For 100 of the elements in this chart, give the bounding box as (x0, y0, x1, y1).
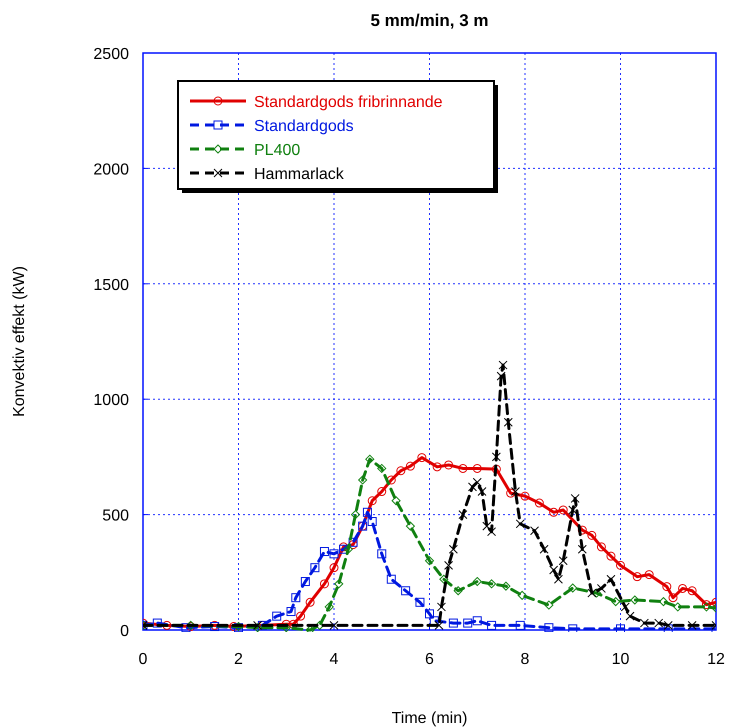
point (315, 620, 324, 630)
point (554, 574, 563, 584)
y-tick-label: 2500 (93, 46, 130, 63)
point (688, 620, 697, 630)
point (472, 478, 482, 487)
point (365, 454, 374, 464)
point (362, 508, 372, 517)
legend-label: PL400 (254, 142, 300, 159)
point (368, 496, 377, 506)
x-tick-label: 2 (234, 651, 244, 668)
point (436, 602, 446, 612)
point (330, 549, 338, 558)
point (152, 618, 162, 628)
point (291, 593, 300, 602)
point (498, 360, 508, 370)
point (181, 623, 190, 632)
point (458, 464, 468, 473)
point (662, 582, 672, 592)
x-tick-label: 12 (707, 651, 725, 668)
x-tick-label: 10 (612, 651, 630, 668)
x-tick-label: 4 (330, 651, 339, 668)
point (454, 586, 463, 596)
point (501, 582, 510, 591)
x-tick-label: 0 (138, 651, 148, 668)
point (534, 498, 544, 508)
point (487, 579, 496, 588)
point (558, 505, 568, 514)
point (592, 588, 602, 598)
point (578, 526, 587, 535)
point (587, 588, 596, 598)
point (300, 577, 310, 586)
point (472, 464, 482, 473)
point (587, 530, 596, 540)
point (549, 508, 558, 517)
point (668, 593, 678, 602)
point (434, 620, 444, 630)
y-tick-label: 1500 (93, 276, 130, 294)
point (506, 488, 516, 498)
x-tick-label: 6 (425, 651, 434, 668)
point (425, 609, 434, 618)
y-axis-title: Konvektiv effekt (kW) (11, 266, 28, 417)
point (673, 602, 682, 612)
point (702, 600, 711, 610)
point (425, 556, 434, 566)
point (568, 505, 578, 514)
y-tick-label: 1000 (93, 392, 130, 410)
point (330, 563, 338, 572)
point (306, 598, 315, 607)
legend-label: Standardgods fribrinnande (254, 94, 443, 111)
point (544, 600, 554, 610)
y-tick-label: 0 (120, 623, 130, 640)
point (472, 616, 482, 626)
point (334, 579, 344, 588)
point (286, 607, 296, 616)
point (482, 522, 492, 531)
point (396, 466, 406, 476)
point (282, 623, 291, 632)
point (570, 494, 580, 503)
y-tick-label: 500 (102, 508, 130, 525)
point (568, 583, 578, 592)
point (401, 586, 410, 596)
point (611, 597, 620, 606)
point (518, 590, 527, 600)
point (458, 510, 468, 520)
point (472, 577, 482, 586)
point (368, 517, 377, 526)
point (616, 624, 625, 632)
point (640, 618, 649, 628)
point (162, 620, 172, 630)
point (296, 612, 306, 621)
point (377, 464, 386, 473)
point (632, 572, 642, 582)
point (549, 565, 558, 574)
point (487, 527, 496, 536)
point (558, 556, 568, 566)
point (406, 462, 415, 471)
point (530, 526, 540, 536)
point (606, 552, 616, 561)
point (272, 612, 282, 621)
point (626, 612, 635, 621)
point (350, 510, 360, 520)
chart-title: 5 mm/min, 3 m (370, 11, 489, 30)
point (678, 584, 688, 593)
point (406, 522, 415, 531)
x-tick-label: 8 (520, 651, 530, 668)
y-tick-label: 2000 (93, 161, 130, 178)
point (386, 574, 396, 584)
point (596, 542, 606, 552)
point (492, 452, 501, 462)
point (516, 519, 525, 528)
point (310, 563, 320, 572)
point (448, 618, 458, 628)
point (568, 624, 578, 632)
point (478, 487, 487, 496)
point (348, 538, 358, 547)
point (658, 597, 668, 606)
point (324, 602, 334, 612)
point (510, 487, 520, 496)
point (444, 460, 454, 470)
legend-label: Standardgods (254, 118, 354, 135)
